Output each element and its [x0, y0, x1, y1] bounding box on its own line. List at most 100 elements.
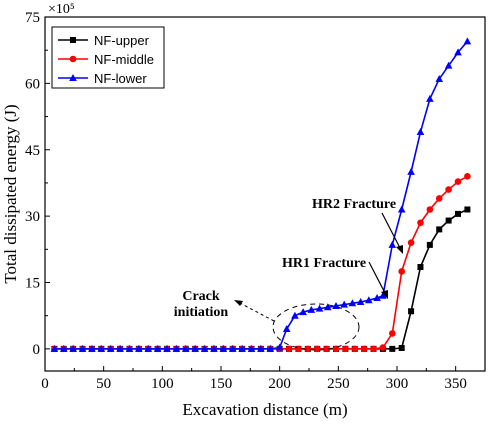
- data-point-nf-middle: [379, 344, 387, 351]
- data-point-nf-lower: [50, 344, 59, 352]
- data-point-nf-upper: [426, 241, 433, 248]
- data-point-nf-lower: [116, 344, 124, 352]
- data-point-nf-lower: [200, 344, 209, 352]
- data-point-nf-middle: [445, 186, 452, 193]
- legend-item-nf-middle: NF-middle: [58, 52, 154, 67]
- legend-item-nf-lower: NF-lower: [58, 71, 147, 86]
- data-point-nf-lower: [191, 344, 199, 352]
- data-point-nf-lower: [299, 308, 307, 316]
- data-point-nf-lower: [365, 296, 373, 304]
- data-point-nf-lower: [315, 304, 324, 312]
- data-point-nf-upper: [464, 206, 471, 213]
- data-point-nf-lower: [282, 324, 291, 332]
- data-point-nf-lower: [69, 344, 77, 352]
- data-point-nf-lower: [307, 305, 316, 313]
- data-point-nf-middle: [398, 268, 405, 275]
- data-point-nf-lower: [59, 344, 68, 352]
- data-point-nf-lower: [407, 167, 415, 175]
- legend-swatch-marker: [69, 55, 77, 63]
- legend-swatch-marker: [69, 74, 77, 81]
- data-point-nf-middle: [313, 345, 321, 353]
- hr2-fracture-arrowhead: [396, 245, 403, 254]
- y-tick-label: 15: [25, 276, 40, 292]
- y-tick-label: 30: [25, 209, 40, 225]
- data-point-nf-lower: [172, 344, 181, 352]
- data-point-nf-lower: [144, 344, 153, 352]
- data-point-nf-lower: [379, 291, 387, 299]
- annotation-crack: Crack: [182, 289, 220, 304]
- data-point-nf-middle: [360, 345, 368, 353]
- data-point-nf-middle: [323, 345, 330, 353]
- data-point-nf-lower: [416, 128, 425, 136]
- series-line-nf-middle: [54, 175, 468, 350]
- data-point-nf-lower: [163, 344, 171, 352]
- data-point-nf-upper: [445, 217, 452, 224]
- data-point-nf-lower: [323, 303, 332, 311]
- data-point-nf-lower: [219, 344, 228, 352]
- data-point-nf-upper: [436, 226, 443, 233]
- legend-swatch-marker: [70, 37, 76, 43]
- y-axis-multiplier: ×10⁵: [48, 2, 75, 17]
- data-point-nf-lower: [373, 293, 381, 301]
- data-point-nf-lower: [291, 311, 299, 319]
- data-point-nf-upper: [417, 264, 424, 271]
- data-point-nf-middle: [454, 178, 462, 185]
- legend-item-nf-upper: NF-upper: [58, 33, 150, 48]
- data-point-nf-lower: [463, 37, 472, 45]
- data-point-nf-lower: [88, 344, 96, 352]
- data-point-nf-lower: [266, 344, 275, 352]
- x-axis-title: Excavation distance (m): [182, 400, 347, 419]
- legend: NF-upper NF-middle NF-lower: [51, 26, 165, 89]
- y-tick-label: 0: [33, 342, 41, 358]
- data-point-nf-lower: [135, 344, 143, 352]
- data-point-nf-lower: [228, 344, 237, 352]
- data-point-nf-lower: [444, 61, 453, 69]
- data-point-nf-lower: [435, 74, 444, 82]
- data-point-nf-middle: [389, 330, 396, 337]
- data-point-nf-middle: [370, 345, 377, 353]
- data-point-nf-lower: [388, 240, 397, 248]
- y-tick-label: 45: [25, 143, 40, 159]
- data-point-nf-lower: [275, 343, 284, 351]
- data-point-nf-lower: [153, 344, 162, 352]
- data-point-nf-lower: [397, 205, 406, 213]
- legend-label: NF-lower: [94, 71, 147, 86]
- y-tick-label: 75: [25, 10, 40, 26]
- data-point-nf-lower: [125, 344, 134, 352]
- plot-area: [44, 16, 486, 372]
- data-point-nf-lower: [247, 344, 256, 352]
- data-point-nf-lower: [426, 94, 434, 102]
- data-point-nf-lower: [356, 297, 365, 305]
- data-point-nf-lower: [454, 48, 462, 56]
- annotation-initiation: initiation: [174, 305, 229, 320]
- x-tick-label: 350: [444, 376, 467, 392]
- data-point-nf-middle: [464, 173, 471, 180]
- hr2-fracture-arrow: [381, 212, 401, 249]
- hr1-fracture-arrow: [368, 261, 386, 294]
- series-nf-upper: [51, 206, 471, 352]
- crack-initiation-arrowhead: [234, 300, 243, 306]
- data-point-nf-middle: [417, 219, 424, 227]
- x-tick-label: 100: [151, 376, 174, 392]
- data-point-nf-lower: [257, 344, 265, 352]
- series-layer: [50, 37, 472, 353]
- data-point-nf-upper: [455, 210, 462, 217]
- data-point-nf-middle: [295, 345, 302, 353]
- data-point-nf-lower: [340, 300, 348, 308]
- data-point-nf-lower: [238, 344, 246, 352]
- data-point-nf-upper: [398, 344, 405, 351]
- data-point-nf-middle: [407, 239, 415, 246]
- data-point-nf-lower: [78, 344, 87, 352]
- series-line-nf-upper: [54, 208, 468, 350]
- legend-items: NF-upper NF-middle NF-lower: [58, 33, 154, 86]
- crack-initiation-ellipse: [272, 303, 360, 351]
- y-axis-ticks: 0 15 30 45 60 75: [25, 10, 50, 358]
- series-nf-lower: [50, 37, 472, 352]
- legend-label: NF-middle: [94, 52, 154, 67]
- data-point-nf-middle: [285, 345, 293, 353]
- legend-label: NF-upper: [94, 33, 150, 48]
- y-axis-title: Total dissipated energy (J): [1, 104, 20, 283]
- x-tick-label: 50: [96, 376, 111, 392]
- crack-initiation-arrow: [237, 301, 275, 322]
